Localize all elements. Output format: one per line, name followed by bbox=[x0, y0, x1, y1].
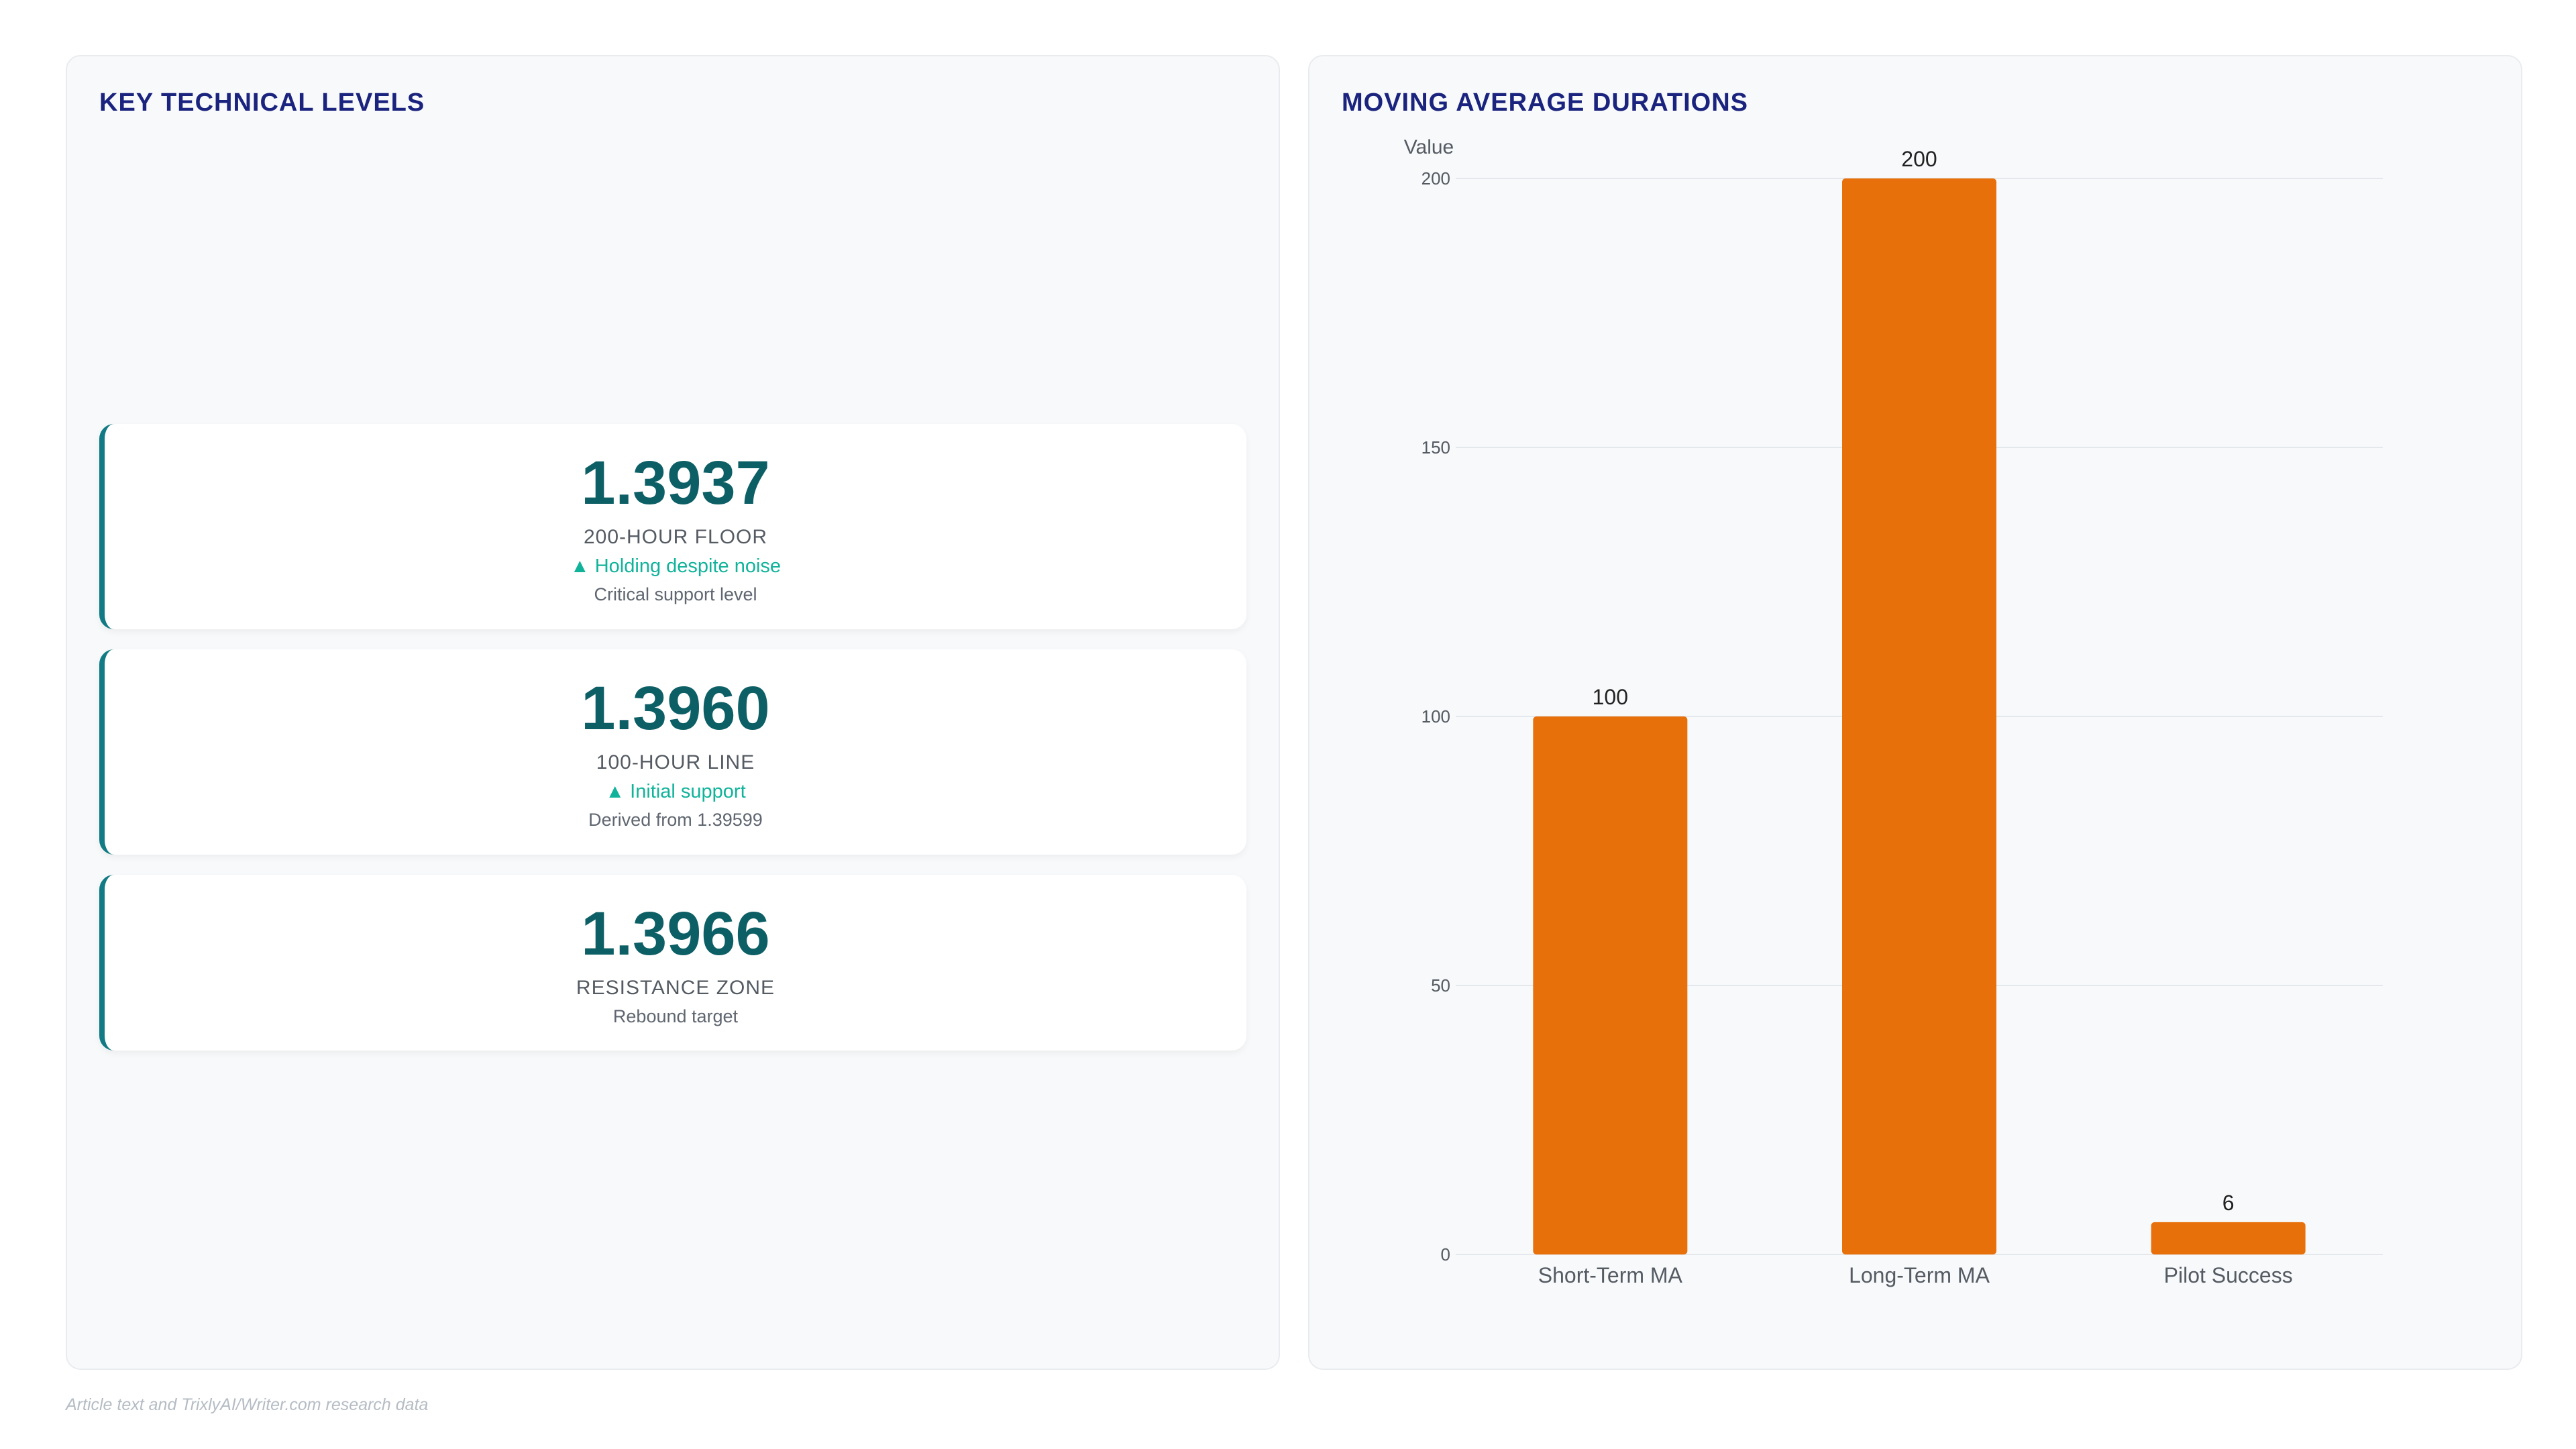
bar bbox=[2151, 1222, 2306, 1254]
x-tick-label: Short-Term MA bbox=[1538, 1263, 1683, 1287]
ma-bar-chart: Value 0 50 100 150 200 100 Short-Term MA 200 Long… bbox=[1404, 136, 2383, 1287]
level-note: Critical support level bbox=[594, 584, 757, 604]
y-tick-label: 200 bbox=[1421, 168, 1450, 189]
level-label: 200-HOUR FLOOR bbox=[583, 526, 768, 548]
x-tick-label: Long-Term MA bbox=[1849, 1263, 1990, 1287]
level-value: 1.3966 bbox=[581, 900, 770, 968]
bar-data-label: 100 bbox=[1593, 685, 1628, 709]
y-axis-title: Value bbox=[1404, 136, 1454, 158]
ma-durations-title: MOVING AVERAGE DURATIONS bbox=[1342, 89, 1748, 117]
source-footer: Article text and TrixlyAI/Writer.com res… bbox=[66, 1395, 429, 1414]
bar-data-label: 200 bbox=[1901, 147, 1937, 171]
level-card-200-hour: 1.3937 200-HOUR FLOOR ▲ Holding despite … bbox=[99, 424, 1246, 629]
key-levels-panel: KEY TECHNICAL LEVELS 1.3937 200-HOUR FLO… bbox=[66, 55, 1280, 1370]
level-note: Derived from 1.39599 bbox=[588, 810, 763, 830]
bar bbox=[1533, 716, 1688, 1254]
level-label: 100-HOUR LINE bbox=[596, 751, 755, 773]
x-tick-label: Pilot Success bbox=[2164, 1263, 2293, 1287]
y-tick-label: 50 bbox=[1431, 975, 1450, 996]
level-note: Rebound target bbox=[612, 1006, 739, 1026]
bar-data-label: 6 bbox=[2222, 1191, 2235, 1215]
level-cards: 1.3937 200-HOUR FLOOR ▲ Holding despite … bbox=[99, 424, 1246, 1071]
y-tick-label: 150 bbox=[1421, 437, 1450, 458]
level-value: 1.3960 bbox=[581, 674, 770, 743]
level-trend: ▲ Holding despite noise bbox=[570, 555, 782, 577]
level-card-100-hour: 1.3960 100-HOUR LINE ▲ Initial support D… bbox=[99, 649, 1246, 855]
level-label: RESISTANCE ZONE bbox=[576, 977, 775, 999]
level-card-resistance: 1.3966 RESISTANCE ZONE Rebound target bbox=[99, 875, 1246, 1051]
level-value: 1.3937 bbox=[581, 449, 770, 517]
y-tick-label: 0 bbox=[1441, 1244, 1450, 1265]
bar bbox=[1842, 178, 1996, 1254]
ma-durations-panel: MOVING AVERAGE DURATIONS Value 0 50 100 150 2… bbox=[1308, 55, 2522, 1370]
y-tick-label: 100 bbox=[1421, 706, 1450, 727]
level-trend: ▲ Initial support bbox=[605, 781, 746, 802]
key-levels-title: KEY TECHNICAL LEVELS bbox=[99, 89, 425, 117]
